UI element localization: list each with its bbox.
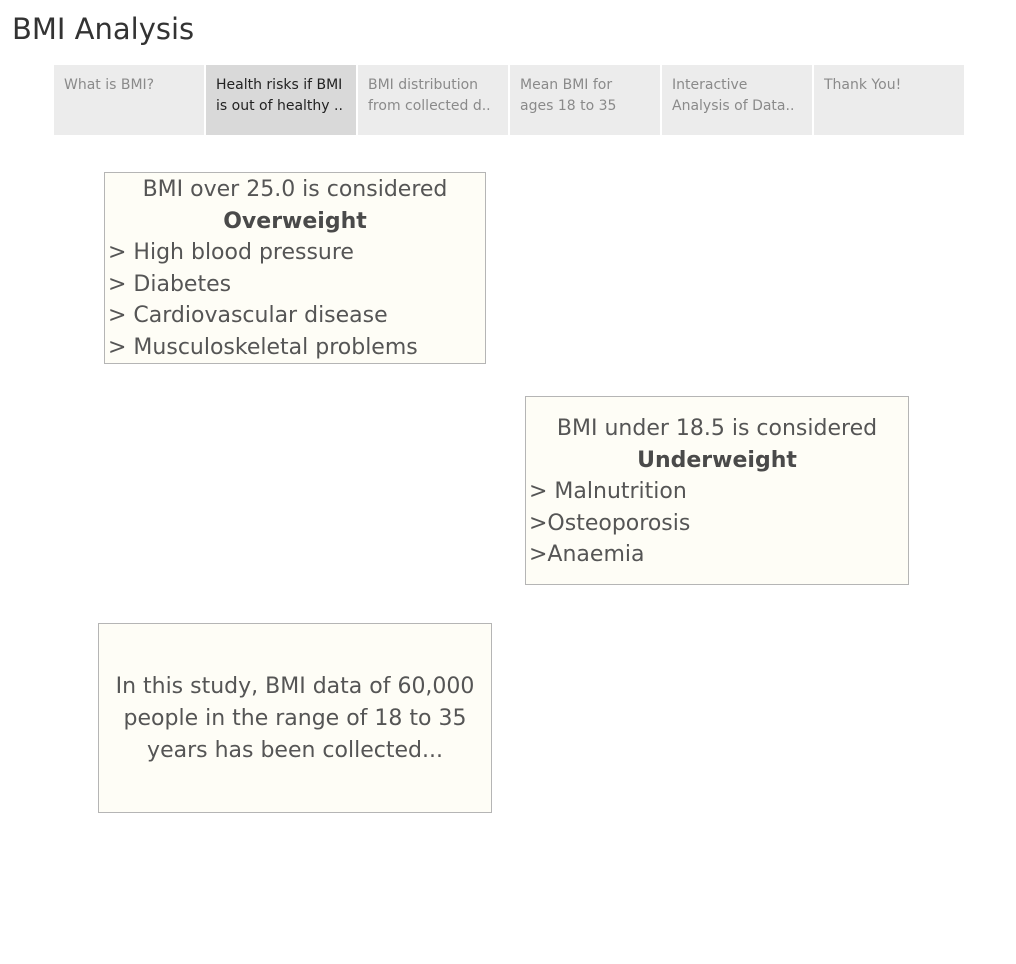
tab-interactive-analysis[interactable]: Interactive Analysis of Data.. <box>662 65 812 135</box>
study-text: In this study, BMI data of 60,000 people… <box>115 674 475 763</box>
tab-thank-you[interactable]: Thank You! <box>814 65 964 135</box>
overweight-risk-item: > High blood pressure <box>108 240 354 265</box>
overweight-category: Overweight <box>223 208 367 234</box>
tab-mean-bmi[interactable]: Mean BMI for ages 18 to 35 <box>510 65 660 135</box>
overweight-heading: BMI over 25.0 is considered <box>142 177 448 202</box>
story-tab-bar: What is BMI? Health risks if BMI is out … <box>54 65 964 135</box>
underweight-heading: BMI under 18.5 is considered <box>556 416 878 441</box>
tab-label-line1: Mean BMI for <box>520 77 613 93</box>
overweight-risk-item: > Cardiovascular disease <box>108 303 388 328</box>
tab-label-line1: Health risks if BMI <box>216 77 343 93</box>
study-annotation: In this study, BMI data of 60,000 people… <box>98 623 492 813</box>
tab-label-line2: is out of healthy .. <box>216 98 343 114</box>
overweight-risk-item: > Diabetes <box>108 271 232 297</box>
overweight-risk-item: > Musculoskeletal problems <box>108 334 418 360</box>
underweight-annotation: BMI under 18.5 is considered Underweight… <box>525 396 909 585</box>
overweight-annotation: BMI over 25.0 is considered Overweight >… <box>104 172 486 364</box>
tab-label-line1: Interactive <box>672 77 748 93</box>
tab-label-line1: Thank You! <box>824 77 902 93</box>
tab-label-line2: from collected d.. <box>368 98 491 114</box>
tab-label-line1: What is BMI? <box>64 77 155 93</box>
underweight-category: Underweight <box>637 447 797 473</box>
tab-what-is-bmi[interactable]: What is BMI? <box>54 65 204 135</box>
tab-label-line1: BMI distribution <box>368 77 479 93</box>
page-title: BMI Analysis <box>12 12 195 46</box>
underweight-risk-item: > Malnutrition <box>529 479 687 504</box>
tab-bmi-distribution[interactable]: BMI distribution from collected d.. <box>358 65 508 135</box>
tab-label-line2: ages 18 to 35 <box>520 98 617 114</box>
underweight-risk-item: >Osteoporosis <box>529 510 691 536</box>
tab-label-line2: Analysis of Data.. <box>672 98 795 114</box>
tab-health-risks[interactable]: Health risks if BMI is out of healthy .. <box>206 65 356 135</box>
underweight-risk-item: >Anaemia <box>529 542 645 567</box>
